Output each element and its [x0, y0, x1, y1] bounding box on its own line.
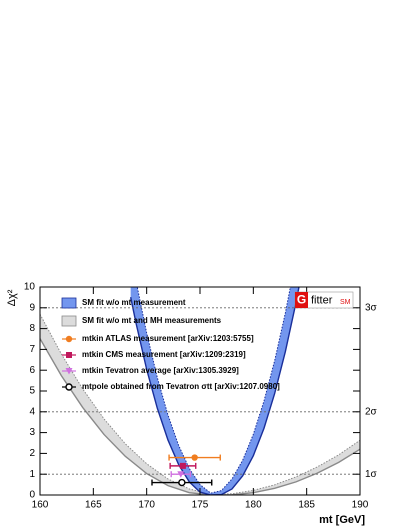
legend-label: mtpole obtained from Tevatron σtt [arXiv… [82, 382, 280, 391]
legend-swatch [61, 297, 77, 309]
x-tick-label: 165 [85, 500, 102, 511]
logo-sm: SM [340, 299, 351, 306]
sigma-label: 3σ [365, 302, 378, 313]
x-tick-label: 160 [32, 500, 49, 511]
y-tick-label: 1 [29, 469, 35, 480]
legend-label: mtkin ATLAS measurement [arXiv:1203:5755… [82, 334, 254, 343]
band-high-edge [136, 287, 291, 494]
legend-marker [65, 368, 73, 375]
legend-label: SM fit w/o mt measurement [82, 298, 186, 307]
y-tick-label: 6 [29, 365, 35, 376]
y-tick-label: 8 [29, 323, 35, 334]
x-tick-label: 175 [192, 500, 209, 511]
logo-g-bg [295, 292, 308, 308]
data-point [178, 478, 186, 487]
x-tick-label: 170 [138, 500, 155, 511]
band-fill [40, 314, 360, 495]
x-tick-label: 190 [352, 500, 369, 511]
y-tick-label: 0 [29, 490, 35, 501]
legend-label: mtkin CMS measurement [arXiv:1209:2319] [82, 350, 246, 359]
plot-area [40, 287, 360, 495]
legend-label: mtkin Tevatron average [arXiv:1305.3929] [82, 366, 239, 375]
y-tick-label: 5 [29, 386, 35, 397]
legend-label: SM fit w/o mt and MH measurements [82, 316, 222, 325]
legend-marker [65, 383, 73, 391]
legend-swatch [61, 315, 77, 327]
legend-marker [65, 335, 73, 343]
y-tick-label: 2 [29, 448, 35, 459]
y-tick-label: 3 [29, 427, 35, 438]
sigma-label: 2σ [365, 406, 378, 417]
logo-g: G [297, 293, 306, 307]
logo-fitter: fitter [311, 294, 333, 306]
x-tick-label: 180 [245, 500, 262, 511]
band-fill [130, 287, 299, 495]
data-point [177, 471, 185, 478]
y-axis-label: Δχ² [6, 289, 18, 306]
y-tick-label: 9 [29, 302, 35, 313]
x-axis-label: mt [GeV] [319, 514, 365, 526]
y-tick-label: 7 [29, 344, 35, 355]
y-tick-label: 4 [29, 406, 35, 417]
sigma-label: 1σ [365, 469, 378, 480]
data-point [179, 462, 186, 469]
data-point [191, 454, 198, 461]
y-tick-label: 10 [24, 282, 36, 293]
legend-marker [66, 352, 72, 358]
x-tick-label: 185 [298, 500, 315, 511]
